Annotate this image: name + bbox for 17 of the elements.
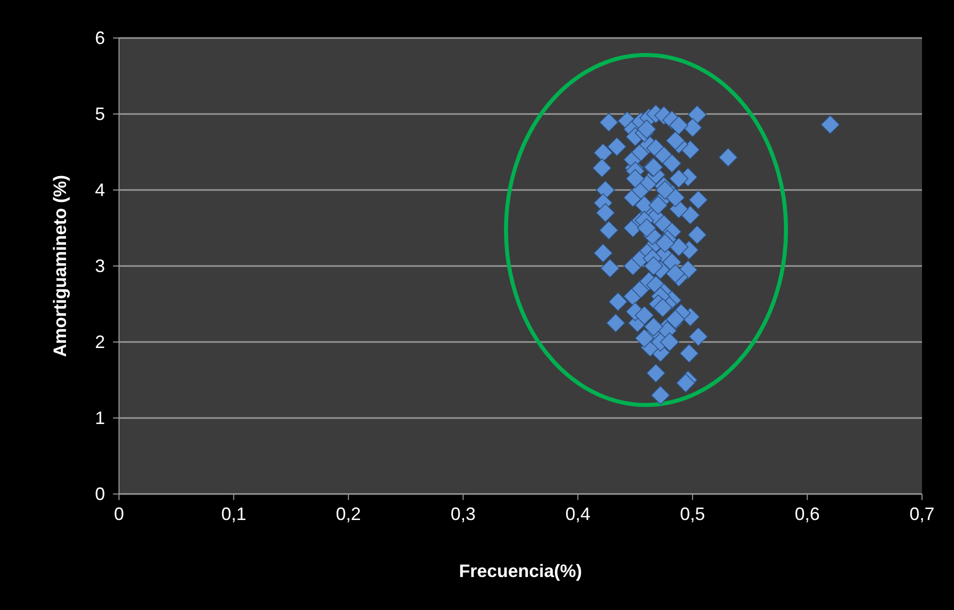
y-tick-label: 4 (94, 180, 105, 200)
x-tick-label: 0,2 (336, 504, 361, 524)
x-tick-label: 0,1 (221, 504, 246, 524)
y-tick-label: 2 (94, 332, 105, 352)
x-axis-title: Frecuencia(%) (458, 561, 582, 581)
x-tick-label: 0,7 (909, 504, 935, 524)
y-tick-label: 1 (94, 408, 105, 428)
y-tick-label: 6 (94, 28, 105, 48)
x-tick-label: 0,3 (450, 504, 476, 524)
x-tick-label: 0,5 (680, 504, 706, 524)
x-tick-label: 0 (114, 504, 124, 524)
x-tick-label: 0,6 (794, 504, 820, 524)
y-tick-label: 5 (94, 104, 105, 124)
x-tick-label: 0,4 (565, 504, 590, 524)
y-axis-title: Amortiguamineto (%) (50, 175, 70, 357)
y-tick-label: 3 (94, 256, 105, 276)
y-tick-label: 0 (94, 484, 105, 504)
